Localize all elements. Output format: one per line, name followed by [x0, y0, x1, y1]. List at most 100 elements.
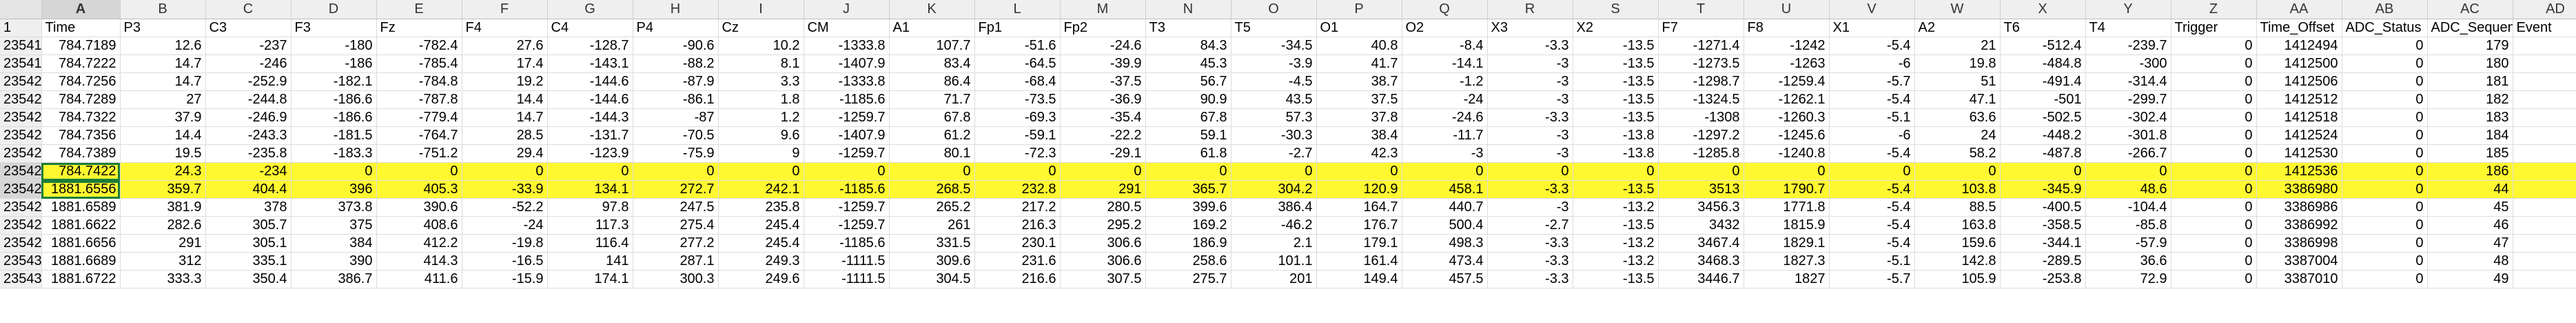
- table-cell[interactable]: 1881.6622: [41, 216, 121, 235]
- header-cell[interactable]: F7: [1658, 19, 1744, 37]
- table-cell[interactable]: 291: [120, 234, 206, 253]
- table-cell[interactable]: 0: [2171, 234, 2257, 253]
- table-cell[interactable]: 57.3: [1231, 108, 1317, 127]
- table-cell[interactable]: 80.1: [889, 144, 975, 163]
- table-cell[interactable]: 0: [376, 162, 462, 181]
- table-cell[interactable]: 8.1: [718, 55, 804, 73]
- header-cell[interactable]: Trigger: [2171, 19, 2257, 37]
- table-cell[interactable]: 0: [2513, 234, 2576, 253]
- table-cell[interactable]: -3.9: [1231, 55, 1317, 73]
- column-header-f[interactable]: F: [462, 0, 548, 19]
- table-cell[interactable]: 61.2: [889, 126, 975, 145]
- table-cell[interactable]: -3.3: [1487, 108, 1573, 127]
- table-cell[interactable]: 3432: [1658, 216, 1744, 235]
- table-cell[interactable]: 67.8: [889, 108, 975, 127]
- table-cell[interactable]: -1263: [1744, 55, 1830, 73]
- table-cell[interactable]: -13.5: [1573, 180, 1659, 199]
- table-cell[interactable]: -5.1: [1829, 108, 1915, 127]
- table-cell[interactable]: 169.2: [1145, 216, 1231, 235]
- table-cell[interactable]: 14.7: [120, 55, 206, 73]
- table-cell[interactable]: 103.8: [1914, 180, 2001, 199]
- header-cell[interactable]: O1: [1316, 19, 1402, 37]
- table-cell[interactable]: 48: [2427, 252, 2513, 271]
- table-cell[interactable]: 37.5: [1316, 90, 1402, 109]
- table-cell[interactable]: 1412500: [2256, 55, 2342, 73]
- table-cell[interactable]: 242.1: [718, 180, 804, 199]
- column-header-g[interactable]: G: [547, 0, 633, 19]
- table-cell[interactable]: -1324.5: [1658, 90, 1744, 109]
- header-cell[interactable]: O2: [1402, 19, 1488, 37]
- row-number[interactable]: 235429: [0, 234, 42, 253]
- table-cell[interactable]: -512.4: [2000, 37, 2086, 55]
- table-cell[interactable]: 232.8: [974, 180, 1061, 199]
- table-cell[interactable]: -15.9: [462, 270, 548, 288]
- table-cell[interactable]: 1412494: [2256, 37, 2342, 55]
- table-cell[interactable]: 0: [2171, 162, 2257, 181]
- table-cell[interactable]: 268.5: [889, 180, 975, 199]
- table-cell[interactable]: -3.3: [1487, 270, 1573, 288]
- table-cell[interactable]: 3386992: [2256, 216, 2342, 235]
- column-header-x[interactable]: X: [2000, 0, 2086, 19]
- table-cell[interactable]: 0: [2513, 108, 2576, 127]
- table-cell[interactable]: -1260.3: [1744, 108, 1830, 127]
- table-cell[interactable]: 365.7: [1145, 180, 1231, 199]
- column-header-t[interactable]: T: [1658, 0, 1744, 19]
- table-cell[interactable]: 201: [1231, 270, 1317, 288]
- table-cell[interactable]: 247.5: [633, 198, 719, 217]
- column-header-p[interactable]: P: [1316, 0, 1402, 19]
- table-cell[interactable]: -5.4: [1829, 180, 1915, 199]
- table-cell[interactable]: -123.9: [547, 144, 633, 163]
- table-cell[interactable]: -1259.7: [804, 108, 890, 127]
- table-cell[interactable]: 784.7289: [41, 90, 121, 109]
- table-cell[interactable]: -314.4: [2085, 72, 2171, 91]
- table-cell[interactable]: 414.3: [376, 252, 462, 271]
- table-cell[interactable]: 72.9: [2085, 270, 2171, 288]
- table-cell[interactable]: -1111.5: [804, 270, 890, 288]
- table-cell[interactable]: 2.1: [1231, 234, 1317, 253]
- table-cell[interactable]: 47.1: [1914, 90, 2001, 109]
- table-cell[interactable]: -1245.6: [1744, 126, 1830, 145]
- column-header-o[interactable]: O: [1231, 0, 1317, 19]
- table-cell[interactable]: -243.3: [205, 126, 292, 145]
- table-cell[interactable]: 101.1: [1231, 252, 1317, 271]
- table-cell[interactable]: 396: [291, 180, 377, 199]
- table-cell[interactable]: -1285.8: [1658, 144, 1744, 163]
- table-cell[interactable]: 19.8: [1914, 55, 2001, 73]
- table-cell[interactable]: 3468.3: [1658, 252, 1744, 271]
- column-header-c[interactable]: C: [205, 0, 292, 19]
- table-cell[interactable]: 29.4: [462, 144, 548, 163]
- table-cell[interactable]: 176.7: [1316, 216, 1402, 235]
- table-cell[interactable]: -3: [1487, 198, 1573, 217]
- table-cell[interactable]: -1407.9: [804, 55, 890, 73]
- table-cell[interactable]: 163.8: [1914, 216, 2001, 235]
- table-cell[interactable]: -35.4: [1060, 108, 1146, 127]
- table-cell[interactable]: -13.2: [1573, 234, 1659, 253]
- header-cell[interactable]: X2: [1573, 19, 1659, 37]
- table-cell[interactable]: 0: [2513, 162, 2576, 181]
- table-cell[interactable]: 142.8: [1914, 252, 2001, 271]
- table-cell[interactable]: 3386980: [2256, 180, 2342, 199]
- table-cell[interactable]: 1881.6722: [41, 270, 121, 288]
- table-cell[interactable]: 0: [804, 162, 890, 181]
- column-header-v[interactable]: V: [1829, 0, 1915, 19]
- table-cell[interactable]: 186.9: [1145, 234, 1231, 253]
- table-cell[interactable]: 0: [2171, 108, 2257, 127]
- table-cell[interactable]: -3.3: [1487, 180, 1573, 199]
- table-cell[interactable]: -13.5: [1573, 216, 1659, 235]
- table-cell[interactable]: -344.1: [2000, 234, 2086, 253]
- table-cell[interactable]: 1829.1: [1744, 234, 1830, 253]
- table-cell[interactable]: 287.1: [633, 252, 719, 271]
- table-cell[interactable]: -358.5: [2000, 216, 2086, 235]
- header-cell[interactable]: T4: [2085, 19, 2171, 37]
- table-cell[interactable]: 0: [2342, 72, 2428, 91]
- table-cell[interactable]: -345.9: [2000, 180, 2086, 199]
- table-cell[interactable]: 17.4: [462, 55, 548, 73]
- table-cell[interactable]: 3386986: [2256, 198, 2342, 217]
- table-cell[interactable]: 275.7: [1145, 270, 1231, 288]
- table-cell[interactable]: 141: [547, 252, 633, 271]
- table-cell[interactable]: -300: [2085, 55, 2171, 73]
- table-cell[interactable]: 28.5: [462, 126, 548, 145]
- table-cell[interactable]: 258.6: [1145, 252, 1231, 271]
- table-cell[interactable]: 500.4: [1402, 216, 1488, 235]
